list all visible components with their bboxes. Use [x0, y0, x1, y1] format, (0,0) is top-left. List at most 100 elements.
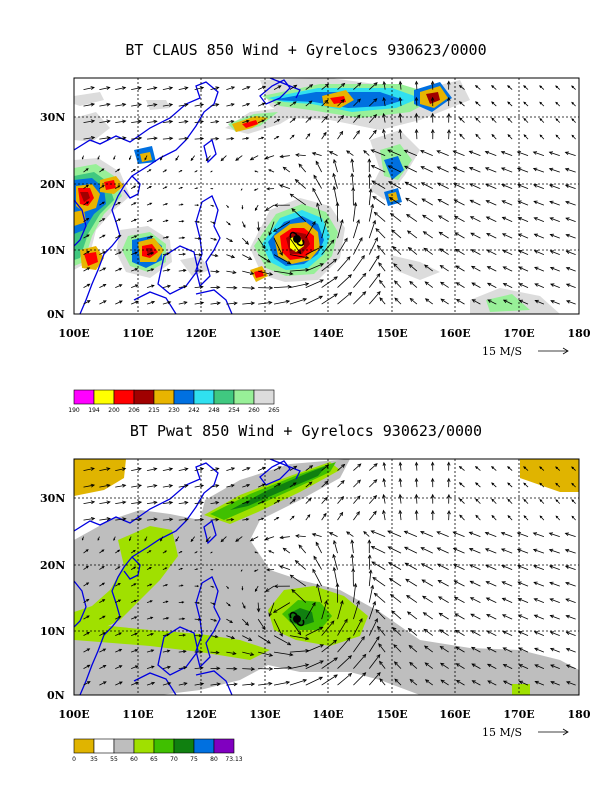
top-wind-vector [329, 151, 338, 156]
bottom-wind-vector [254, 585, 259, 592]
bottom-wind-vector [99, 468, 110, 471]
bottom-lon-160e: 160E [439, 708, 470, 721]
bottom-wind-vector-head [421, 579, 426, 584]
bottom-wind-vector [533, 532, 545, 537]
bottom-wind-vector-head [564, 565, 570, 569]
bottom-lon-110e: 110E [122, 708, 153, 721]
bottom-wind-vector [194, 502, 204, 504]
bottom-wind-vector [507, 515, 513, 521]
bottom-wind-vector [131, 501, 142, 504]
bottom-wind-vector [368, 585, 374, 603]
bottom-wind-vector-head [166, 649, 171, 653]
top-wind-vector-head [134, 251, 138, 255]
top-wind-vector-head [297, 250, 302, 255]
bottom-wind-vector [491, 498, 497, 504]
bottom-wind-vector-head [523, 498, 527, 502]
bottom-wind-vector-head [101, 582, 106, 586]
bottom-wind-vector-head [167, 665, 172, 669]
bottom-wind-vector [291, 589, 307, 603]
bottom-wind-vector-head [261, 483, 266, 487]
top-wind-vector-head [549, 233, 554, 238]
bottom-wind-vector-head [398, 509, 403, 514]
bottom-wind-vector [550, 615, 560, 620]
top-wind-vector-head [374, 237, 378, 242]
bottom-wind-vector [258, 682, 272, 686]
top-wind-vector [313, 175, 322, 189]
top-wind-vector-head [440, 298, 445, 303]
top-wind-vector [130, 219, 137, 222]
bottom-wind-vector [423, 612, 434, 620]
top-wind-vector [391, 229, 402, 239]
bottom-wind-vector-head [437, 596, 443, 600]
top-wind-vector-head [144, 157, 147, 161]
bottom-wind-vector [371, 561, 386, 570]
bottom-wind-vector-head [379, 660, 383, 665]
top-wind-vector [518, 200, 529, 206]
bottom-wind-vector-head [430, 461, 435, 466]
bottom-wind-vector [368, 511, 377, 521]
bottom-wind-vector-head [376, 625, 381, 631]
bottom-wind-vector-head [90, 467, 95, 471]
top-colorbar-label: 206 [128, 407, 140, 414]
top-wind-vector-head [249, 156, 254, 161]
top-wind-vector [408, 264, 418, 272]
top-wind-vector-head [446, 80, 451, 85]
top-wind-vector [99, 234, 106, 239]
top-wind-vector [455, 265, 465, 272]
bottom-wind-vector-head [455, 663, 460, 667]
bottom-wind-vector [162, 468, 173, 471]
top-wind-vector-head [430, 80, 435, 85]
top-wind-vector-head [241, 207, 244, 210]
bottom-wind-vector-head [106, 467, 111, 471]
top-wind-vector-head [470, 265, 476, 270]
bottom-wind-vector-head [500, 548, 506, 552]
top-wind-vector-head [517, 233, 523, 237]
bottom-wind-vector [421, 579, 433, 587]
top-wind-vector-head [90, 119, 96, 124]
top-wind-vector-head [408, 263, 413, 268]
top-map-frame [73, 77, 580, 315]
top-wind-vector [518, 266, 529, 272]
bottom-wind-vector [162, 682, 171, 686]
top-wind-vector [146, 87, 157, 90]
bottom-wind-vector [565, 532, 576, 537]
top-wind-vector-head [370, 165, 376, 169]
bottom-wind-vector [305, 498, 312, 504]
top-wind-vector-head [533, 233, 539, 238]
bottom-wind-vector [503, 647, 513, 653]
top-wind-vector [210, 254, 218, 257]
top-wind-vector-head [358, 236, 363, 242]
bottom-wind-vector [178, 666, 187, 669]
bottom-wind-vector-head [363, 531, 367, 535]
top-wind-vector [566, 267, 576, 272]
bottom-map-panel [74, 459, 579, 695]
bottom-wind-vector-head [475, 514, 479, 518]
top-wind-vector-head [440, 281, 445, 286]
top-wind-vector [390, 213, 402, 222]
top-wind-vector [507, 134, 513, 140]
bottom-wind-vector [539, 482, 545, 488]
bottom-wind-vector-head [502, 630, 507, 635]
top-wind-vector [210, 302, 221, 305]
top-wind-vector-head [86, 300, 91, 304]
bottom-wind-vector-head [414, 509, 419, 515]
bottom-wind-vector-head [134, 665, 139, 669]
top-wind-vector-head [484, 150, 490, 155]
top-colorbar-swatch [93, 389, 115, 405]
top-wind-vector [485, 167, 497, 173]
bottom-wind-vector-head [264, 536, 269, 541]
bottom-wind-vector [257, 635, 271, 644]
top-wind-vector-head [333, 158, 337, 164]
bottom-wind-vector-head [500, 531, 506, 536]
top-wind-vector [115, 284, 122, 288]
bottom-wind-vector-head [501, 614, 507, 618]
top-wind-vector [210, 86, 219, 90]
bottom-wind-vector [503, 664, 513, 669]
bottom-wind-vector-head [166, 633, 170, 637]
bottom-wind-vector-head [420, 563, 426, 567]
bottom-wind-vector-head [446, 461, 451, 466]
top-wind-vector-head [250, 286, 256, 290]
top-wind-vector [162, 285, 171, 288]
top-wind-vector-head [379, 297, 384, 302]
top-wind-vector [226, 302, 238, 305]
